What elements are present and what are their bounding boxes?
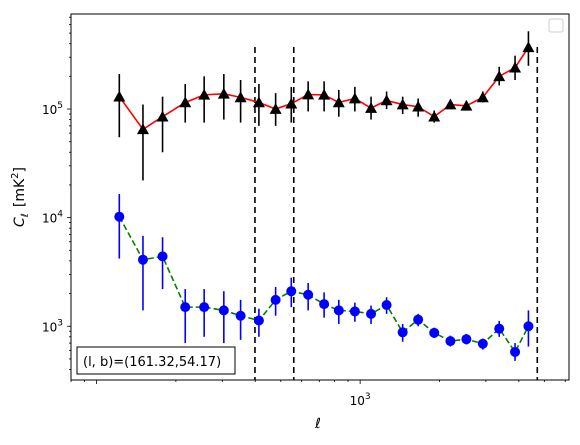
circle-marker (333, 305, 344, 316)
triangle-marker (156, 110, 169, 122)
triangle-marker (522, 41, 535, 53)
series-2 (114, 194, 534, 361)
circle-marker (253, 315, 264, 326)
triangle-marker (493, 70, 506, 82)
triangle-marker (365, 102, 378, 113)
circle-marker (286, 286, 297, 297)
triangle-marker (198, 88, 211, 100)
triangle-marker (234, 91, 247, 103)
circle-marker (413, 314, 424, 325)
circle-marker (270, 294, 281, 305)
triangle-marker (444, 98, 457, 110)
triangle-marker (179, 96, 192, 108)
triangle-marker (348, 92, 361, 104)
y-tick-label: 103 (42, 318, 63, 334)
triangle-marker (380, 94, 393, 106)
triangle-marker (460, 99, 473, 111)
svg-text:Cℓ[mK2]: Cℓ [mK2] (10, 167, 31, 227)
circle-marker (494, 323, 505, 334)
series-line (118, 216, 530, 354)
y-axis-label-main: C (12, 217, 28, 227)
circle-marker (510, 346, 521, 357)
circle-marker (461, 334, 472, 345)
circle-marker (477, 338, 488, 349)
axis-ticks: 103 104 105 103 (42, 16, 566, 408)
triangle-marker (269, 103, 282, 114)
triangle-marker (428, 110, 441, 122)
circle-marker (235, 310, 246, 321)
triangle-marker (412, 100, 425, 112)
triangle-marker (136, 123, 149, 135)
circle-marker (114, 211, 125, 222)
y-tick-label: 104 (42, 210, 63, 226)
circle-marker (349, 306, 360, 317)
circle-marker (218, 305, 229, 316)
triangle-marker (302, 88, 315, 100)
triangle-marker (396, 98, 409, 110)
series-1 (113, 31, 535, 181)
circle-marker (319, 299, 330, 310)
triangle-marker (113, 90, 126, 102)
triangle-marker (252, 96, 265, 108)
triangle-marker (509, 61, 522, 73)
circle-marker (397, 327, 408, 338)
series-layer (113, 31, 535, 361)
y-axis-label: Cℓ [mK2] (10, 167, 31, 227)
circle-marker (381, 299, 392, 310)
circle-marker (199, 302, 210, 313)
y-axis-label-unit: [mK (12, 178, 28, 207)
plot-frame (70, 13, 570, 381)
annotation-text: (l, b)=(161.32,54.17) (83, 355, 221, 370)
circle-marker (429, 327, 440, 338)
y-tick-label: 105 (42, 101, 63, 117)
circle-marker (523, 321, 534, 332)
triangle-marker (217, 87, 230, 99)
circle-marker (180, 302, 191, 313)
triangle-marker (476, 91, 489, 103)
legend-box (548, 18, 564, 33)
x-tick-label: 103 (350, 392, 371, 408)
triangle-marker (332, 96, 345, 108)
y-axis-label-unit-close: ] (12, 167, 28, 172)
circle-marker (303, 289, 314, 300)
circle-marker (445, 336, 456, 347)
triangle-marker (318, 88, 331, 100)
circle-marker (157, 251, 168, 262)
x-axis-label: ℓ (314, 416, 321, 432)
triangle-marker (285, 97, 298, 109)
y-axis-label-sub: ℓ (20, 213, 31, 217)
circle-marker (366, 308, 377, 319)
y-axis-label-unit-sup: 2 (10, 172, 21, 178)
annotation-box: (l, b)=(161.32,54.17) (76, 346, 236, 375)
circle-marker (137, 254, 148, 265)
